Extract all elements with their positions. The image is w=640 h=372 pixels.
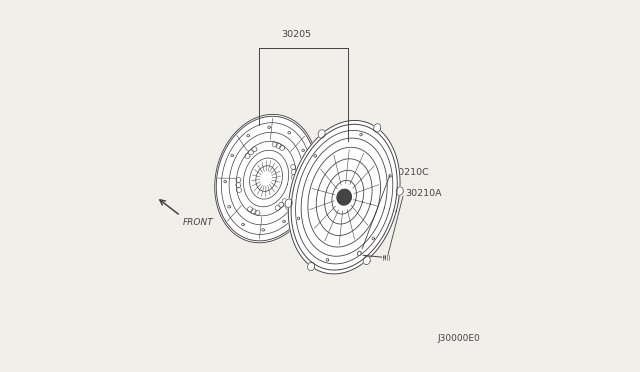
Polygon shape: [363, 256, 371, 264]
Polygon shape: [314, 154, 316, 157]
Text: J30000E0: J30000E0: [437, 334, 480, 343]
Text: FRONT: FRONT: [182, 218, 213, 227]
Polygon shape: [326, 259, 328, 261]
Text: 30205: 30205: [281, 30, 311, 39]
Polygon shape: [337, 189, 351, 205]
Polygon shape: [297, 217, 300, 220]
Polygon shape: [389, 174, 391, 177]
Polygon shape: [357, 251, 361, 256]
Polygon shape: [372, 237, 374, 240]
Polygon shape: [318, 130, 325, 138]
Polygon shape: [285, 199, 292, 208]
Text: 30210C: 30210C: [392, 169, 429, 177]
Polygon shape: [360, 133, 362, 136]
Text: 30210A: 30210A: [406, 189, 442, 198]
Polygon shape: [383, 256, 386, 258]
Polygon shape: [374, 124, 381, 132]
Polygon shape: [396, 187, 403, 195]
Polygon shape: [308, 262, 315, 271]
Polygon shape: [214, 114, 317, 243]
Polygon shape: [288, 121, 400, 274]
